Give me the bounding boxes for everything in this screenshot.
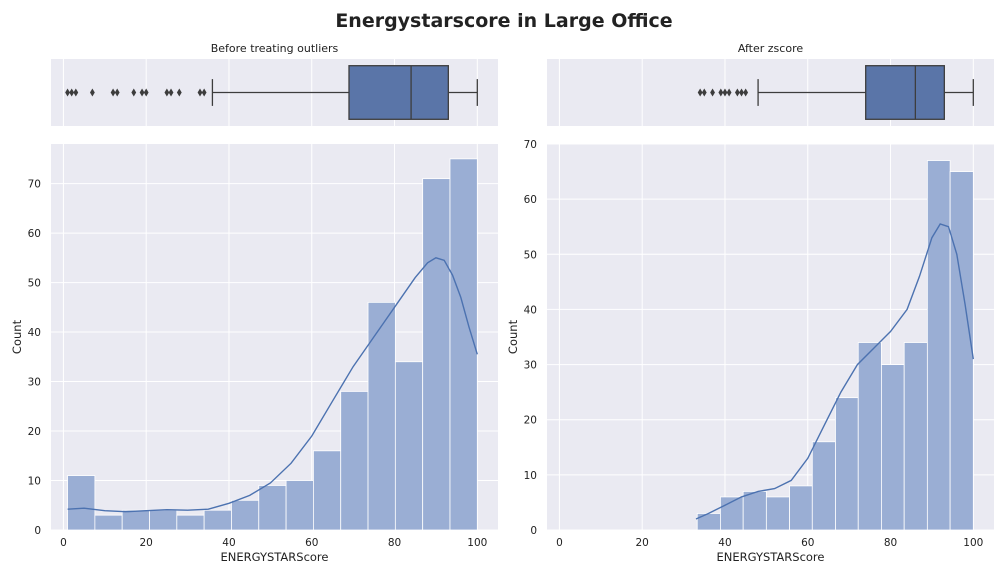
outlier-marker (164, 88, 170, 97)
boxplot-panel-1: Before treating outliers (51, 42, 498, 126)
x-axis-label: ENERGYSTARScore (221, 550, 329, 564)
y-tick-label: 50 (524, 249, 537, 261)
x-tick-label: 40 (222, 537, 235, 549)
histogram-bar (835, 397, 859, 531)
outlier-marker (697, 88, 703, 97)
outlier-marker (143, 88, 149, 97)
histogram-bar (765, 496, 790, 531)
outlier-marker (718, 88, 724, 97)
histogram-bar (857, 342, 882, 531)
y-tick-label: 30 (28, 377, 41, 389)
histogram-bar (258, 485, 287, 531)
y-tick-label: 60 (28, 228, 41, 240)
y-tick-label: 50 (28, 278, 41, 290)
y-tick-label: 20 (524, 415, 537, 427)
y-tick-label: 40 (28, 327, 41, 339)
outlier-marker (65, 88, 70, 97)
y-tick-label: 20 (28, 426, 41, 438)
histogram-panel-2: 0 20 40 60 80 100 0 10 20 30 40 50 60 70 ENERGYSTARSco… (506, 139, 994, 564)
y-tick-label: 70 (524, 139, 537, 151)
x-tick-label: 100 (467, 537, 487, 549)
histogram-bar (696, 513, 721, 531)
y-tick-label: 70 (28, 179, 41, 191)
x-tick-label: 80 (884, 537, 897, 549)
x-tick-label: 60 (801, 537, 814, 549)
x-axis-label: ENERGYSTARScore (717, 550, 825, 564)
histogram-bar (742, 490, 767, 531)
y-axis-label: Count (506, 319, 520, 354)
outlier-marker (722, 88, 728, 97)
outlier-marker (201, 88, 207, 97)
histogram-bar (449, 158, 478, 531)
histogram-bar (313, 450, 342, 531)
histogram-bar (285, 480, 314, 531)
histogram-bar (789, 485, 813, 531)
x-tick-label: 20 (140, 537, 153, 549)
outlier-marker (114, 88, 120, 97)
outlier-marker (743, 88, 749, 97)
histogram-bar (367, 301, 396, 531)
outlier-marker (139, 88, 145, 97)
x-tick-label: 60 (305, 537, 318, 549)
outlier-marker (701, 88, 707, 97)
histogram-panel-1: 0 20 40 60 80 100 0 10 20 30 40 50 60 70 ENERGYSTARSco… (10, 144, 498, 564)
y-tick-label: 0 (530, 525, 537, 537)
x-tick-label: 0 (60, 537, 67, 549)
histogram-bar (340, 391, 369, 531)
y-axis-label: Count (10, 319, 24, 354)
iqr-box (348, 65, 449, 120)
kde-line (695, 223, 974, 520)
x-tick-label: 0 (556, 537, 563, 549)
y-tick-label: 30 (524, 360, 537, 372)
histogram-bar (422, 178, 451, 531)
outlier-marker (110, 88, 116, 97)
outlier-marker (739, 88, 744, 97)
histogram-bar (394, 361, 424, 531)
outlier-marker (197, 88, 203, 97)
y-tick-label: 10 (28, 476, 41, 488)
outlier-marker (69, 88, 75, 97)
y-tick-label: 60 (524, 194, 537, 206)
histogram-bar (231, 499, 260, 531)
outlier-marker (726, 88, 732, 97)
histogram-bar (926, 160, 951, 531)
panel-title: Before treating outliers (211, 42, 339, 55)
boxplot-panel-2: After zscore (547, 42, 994, 126)
panel-title: After zscore (738, 42, 803, 55)
outlier-marker (710, 88, 715, 97)
histogram-bar (203, 509, 232, 531)
y-tick-label: 0 (34, 525, 41, 537)
figure-title: Energystarscore in Large Office (335, 10, 672, 32)
outlier-marker (168, 88, 174, 97)
iqr-box (865, 65, 945, 120)
histogram-bar (121, 509, 150, 531)
outlier-marker (89, 88, 95, 97)
outlier-marker (176, 88, 182, 97)
histogram-bar (881, 364, 905, 531)
x-tick-label: 20 (636, 537, 649, 549)
x-tick-label: 100 (963, 537, 983, 549)
outlier-marker (734, 88, 740, 97)
y-tick-label: 40 (524, 304, 537, 316)
histogram-bar (149, 509, 178, 531)
x-tick-label: 80 (388, 537, 401, 549)
histogram-bar (903, 342, 928, 531)
outlier-marker (73, 88, 79, 97)
y-tick-label: 10 (524, 470, 537, 482)
outlier-marker (131, 88, 137, 97)
histogram-bar (811, 441, 836, 531)
histogram-bar (176, 514, 205, 531)
x-tick-label: 40 (718, 537, 731, 549)
histogram-bar (67, 475, 96, 531)
histogram-bar (949, 171, 974, 531)
histogram-bar (94, 514, 123, 531)
kde-line (67, 257, 478, 513)
